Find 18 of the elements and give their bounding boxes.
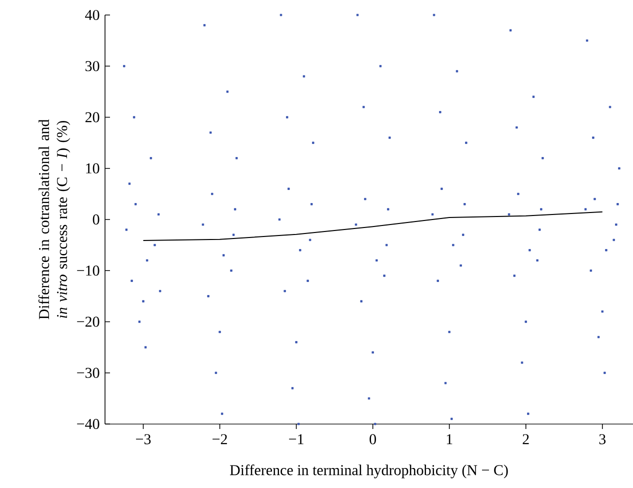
y-tick-label: −10 xyxy=(77,266,100,276)
y-tick-label: 0 xyxy=(92,214,100,225)
x-tick-label: −3 xyxy=(136,434,151,444)
x-tick-label: −1 xyxy=(289,434,304,444)
x-tick-label: 1 xyxy=(446,434,452,444)
x-tick-label: 2 xyxy=(522,434,529,444)
x-tick-label: 0 xyxy=(370,434,376,444)
x-axis-title: Difference in terminal hydrophobicity (N − C) xyxy=(230,464,508,478)
y-tick-label: 20 xyxy=(85,112,100,122)
y-tick-label: −40 xyxy=(77,418,100,430)
y-tick-label: −30 xyxy=(77,368,100,378)
x-tick-label: −2 xyxy=(212,434,227,444)
y-tick-label: 30 xyxy=(86,61,100,72)
y-tick-label: −20 xyxy=(77,316,100,327)
x-tick-label: 3 xyxy=(599,434,606,444)
y-tick-label: 10 xyxy=(86,163,100,174)
y-tick-label: 40 xyxy=(85,10,100,20)
line-series xyxy=(142,211,603,241)
